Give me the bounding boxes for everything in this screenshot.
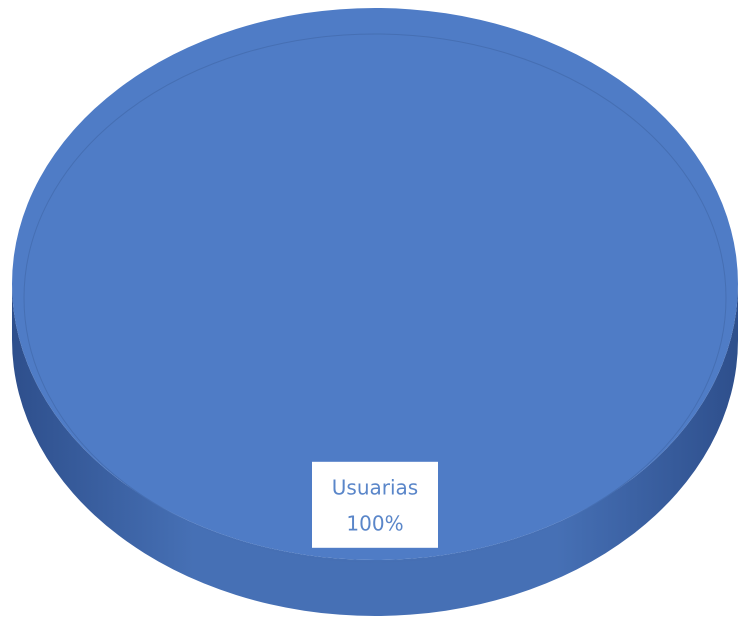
category-label: Usuarias <box>332 475 418 499</box>
pie-side <box>12 284 738 616</box>
value-label: 100% <box>346 511 403 535</box>
label-box <box>312 461 438 548</box>
pie-slice <box>12 8 738 560</box>
pie-edge <box>23 33 727 563</box>
